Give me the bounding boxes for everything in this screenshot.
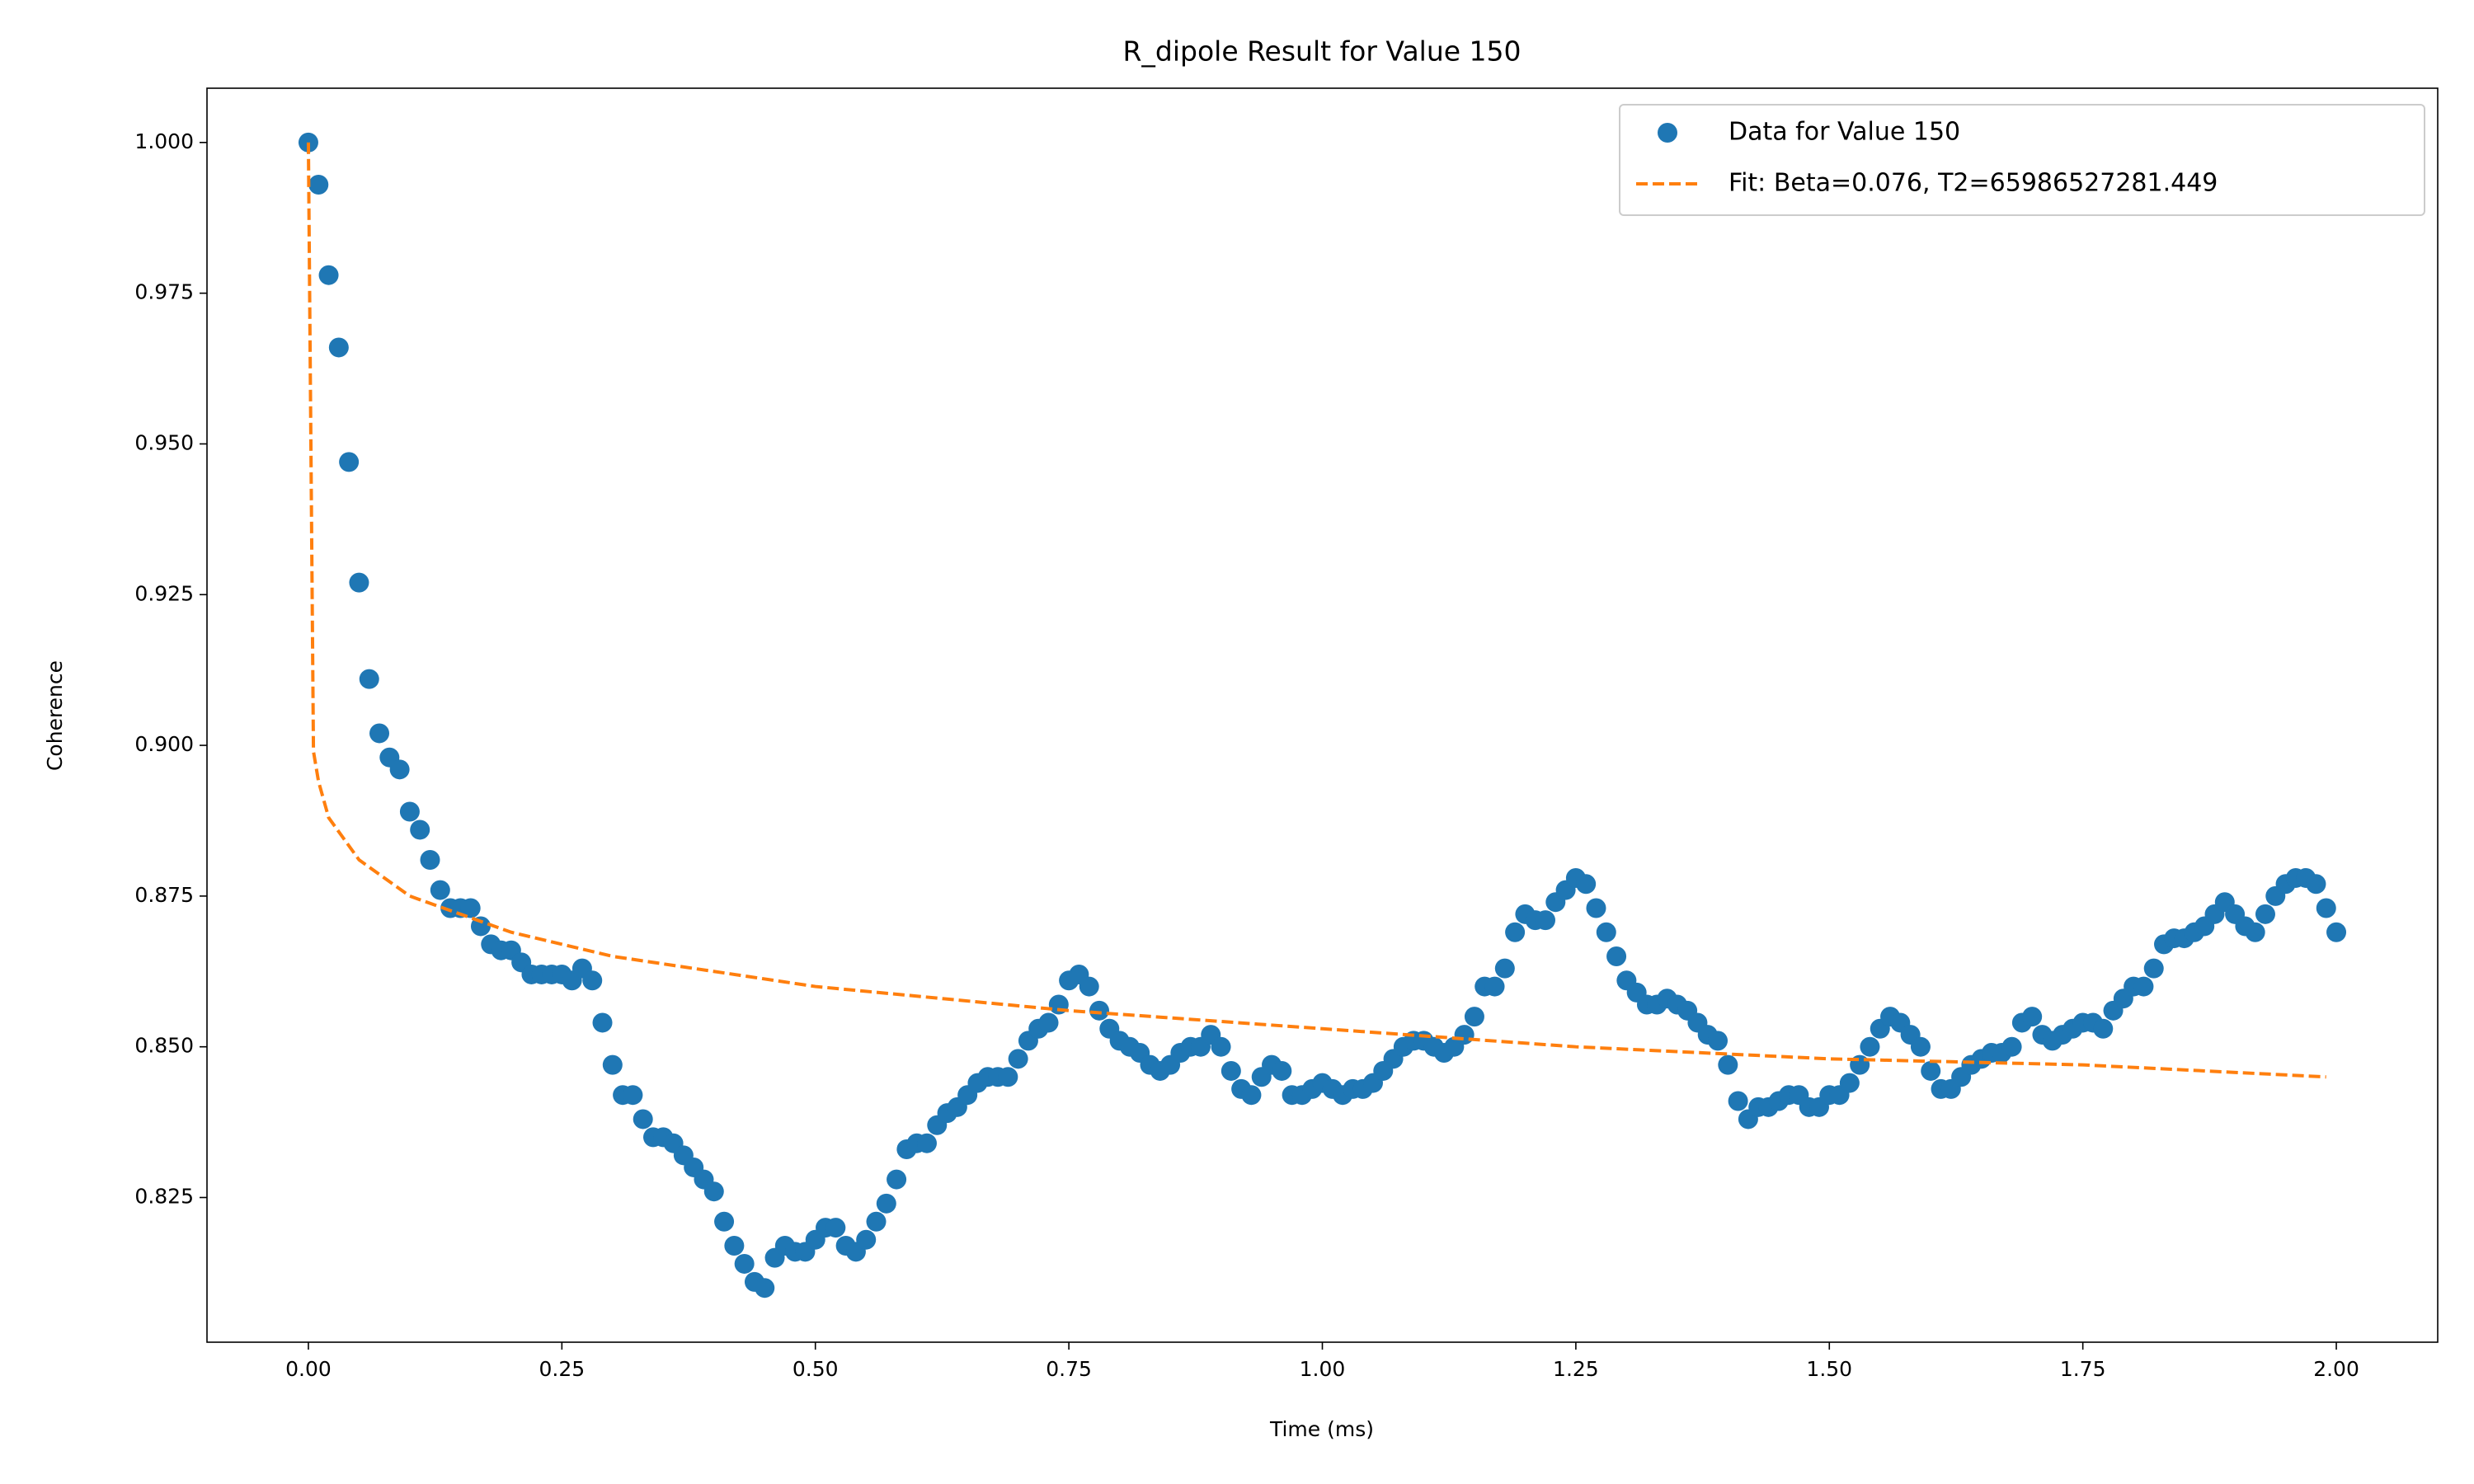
data-point: [1211, 1036, 1231, 1057]
x-axis-label: Time (ms): [1269, 1417, 1374, 1441]
data-point: [359, 669, 379, 689]
data-point: [399, 801, 420, 822]
data-point: [876, 1193, 896, 1214]
data-point: [734, 1253, 755, 1274]
data-point: [1079, 976, 1099, 997]
y-axis-label: Coherence: [43, 660, 67, 771]
data-point: [410, 819, 430, 840]
x-tick-label: 2.00: [2313, 1357, 2359, 1381]
data-point: [430, 880, 450, 900]
data-point: [703, 1181, 724, 1202]
data-point: [1728, 1091, 1748, 1111]
data-point: [349, 572, 369, 593]
data-point: [339, 452, 360, 472]
legend-marker: [1658, 123, 1677, 143]
data-point: [328, 337, 349, 358]
data-point: [2245, 922, 2265, 942]
data-point: [2326, 922, 2347, 942]
data-point: [755, 1278, 775, 1298]
data-point: [724, 1236, 745, 1256]
data-point: [825, 1218, 846, 1238]
x-tick-label: 0.00: [285, 1357, 332, 1381]
data-point: [916, 1133, 937, 1153]
data-point: [1536, 910, 1555, 931]
data-point: [460, 898, 481, 918]
data-point: [1860, 1036, 1880, 1057]
data-point: [2001, 1036, 2022, 1057]
legend-label: Fit: Beta=0.076, T2=65986527281.449: [1729, 169, 2218, 198]
data-point: [1484, 976, 1505, 997]
data-point: [2093, 1018, 2114, 1039]
data-point: [1839, 1073, 1860, 1093]
x-tick-label: 0.75: [1046, 1357, 1092, 1381]
chart-title: R_dipole Result for Value 150: [1122, 35, 1521, 68]
data-point: [714, 1211, 735, 1232]
data-point: [856, 1229, 877, 1250]
legend-box: [1619, 104, 2425, 216]
data-point: [1221, 1060, 1241, 1081]
y-tick-label: 0.875: [134, 883, 194, 907]
data-point: [1586, 898, 1606, 918]
data-point: [1576, 874, 1597, 895]
data-point: [582, 970, 603, 991]
data-point: [420, 850, 440, 870]
data-point: [623, 1085, 643, 1106]
y-tick-label: 1.000: [134, 129, 194, 153]
data-point: [592, 1012, 613, 1033]
x-tick-label: 1.00: [1300, 1357, 1346, 1381]
y-tick-label: 0.825: [134, 1185, 194, 1209]
x-tick-label: 1.50: [1806, 1357, 1852, 1381]
y-tick-label: 0.975: [134, 280, 194, 304]
data-point: [2306, 874, 2326, 895]
x-tick-label: 1.75: [2060, 1357, 2106, 1381]
y-tick-label: 0.925: [134, 581, 194, 605]
x-tick-label: 1.25: [1553, 1357, 1599, 1381]
data-point: [2316, 898, 2336, 918]
data-point: [308, 175, 329, 195]
data-point: [1464, 1007, 1484, 1027]
y-tick-label: 0.900: [134, 732, 194, 756]
data-point: [1038, 1012, 1059, 1033]
data-point: [1272, 1060, 1292, 1081]
legend-label: Data for Value 150: [1729, 118, 1960, 147]
data-point: [602, 1054, 623, 1075]
data-point: [1008, 1049, 1028, 1069]
data-point: [389, 759, 410, 780]
y-tick-label: 0.950: [134, 430, 194, 454]
fit-line: [306, 142, 2326, 1079]
data-point: [866, 1211, 887, 1232]
data-point: [1241, 1085, 1262, 1106]
data-point: [1606, 946, 1627, 966]
x-tick-label: 0.25: [539, 1357, 586, 1381]
data-point: [887, 1169, 907, 1190]
x-tick-label: 0.50: [793, 1357, 839, 1381]
data-point: [1921, 1060, 1941, 1081]
data-point: [1505, 922, 1526, 942]
y-tick-label: 0.850: [134, 1034, 194, 1058]
data-point: [1718, 1054, 1738, 1075]
data-point: [998, 1067, 1018, 1087]
data-point: [2143, 958, 2164, 979]
data-point: [1708, 1031, 1729, 1051]
data-point: [318, 265, 339, 285]
data-point: [1454, 1025, 1475, 1045]
data-point: [1494, 958, 1515, 979]
data-point: [2133, 976, 2154, 997]
plot-frame: [206, 87, 2439, 1343]
data-point: [369, 723, 390, 744]
data-point: [1910, 1036, 1931, 1057]
data-point: [2022, 1007, 2043, 1027]
data-point: [1089, 1000, 1109, 1021]
data-point: [633, 1109, 653, 1129]
data-point: [1596, 922, 1616, 942]
data-point: [2255, 904, 2275, 924]
